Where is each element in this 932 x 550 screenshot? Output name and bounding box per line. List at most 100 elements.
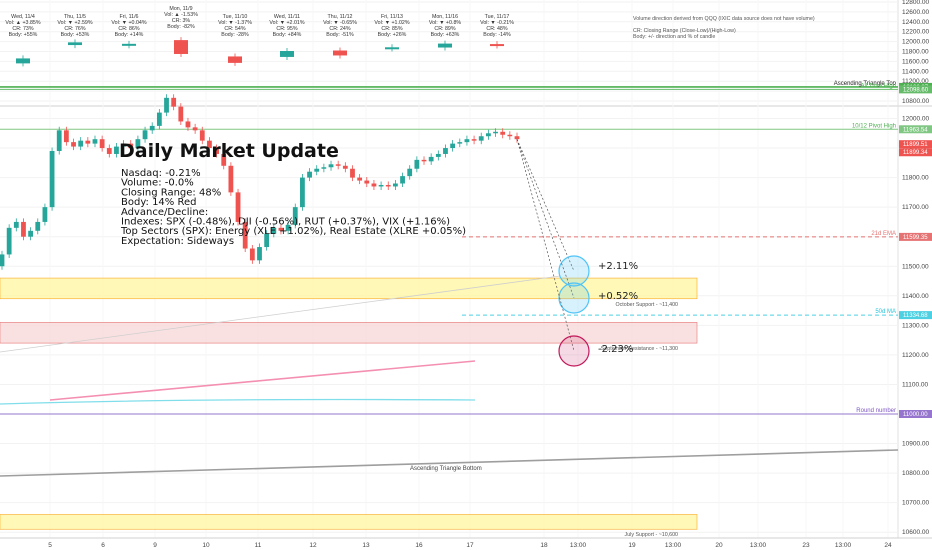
candle-body bbox=[235, 192, 241, 222]
projection-line bbox=[516, 139, 575, 352]
candle-body bbox=[63, 130, 69, 143]
y-tick-upper: 12200.00 bbox=[902, 29, 929, 36]
candle-body bbox=[400, 176, 405, 184]
zone-label: September Resistance - ~11,300 bbox=[601, 346, 678, 352]
daily-stat-body: Body: -51% bbox=[326, 32, 354, 38]
candle-body bbox=[6, 227, 12, 255]
summary-line: Indexes: SPX (-0.48%), DJI (-0.56%), RUT… bbox=[121, 217, 450, 228]
daily-stat-cr: CR: 86% bbox=[118, 26, 139, 32]
daily-candle bbox=[174, 40, 188, 54]
candle-body bbox=[300, 177, 305, 208]
daily-candle bbox=[16, 58, 30, 64]
price-tag-current-text: 11899.51 bbox=[903, 142, 928, 148]
candle-body bbox=[414, 159, 420, 169]
candle-body bbox=[335, 164, 341, 166]
daily-stat-cr: CR: 54% bbox=[224, 26, 245, 32]
candle-body bbox=[178, 106, 184, 122]
daily-stat-vol: Vol: ▼ +0.8% bbox=[429, 20, 461, 26]
zone-support bbox=[0, 514, 698, 530]
zone-label: October Support - ~11,400 bbox=[616, 302, 679, 308]
daily-stat-body: Body: -82% bbox=[167, 24, 195, 30]
x-tick-label: 5 bbox=[48, 542, 52, 549]
daily-stat-body: Body: -28% bbox=[221, 32, 249, 38]
price-tag bbox=[899, 410, 932, 418]
daily-stat-day: Wed, 11/11 bbox=[274, 14, 300, 20]
candle-body bbox=[156, 112, 162, 126]
price-tag-text: 11000.00 bbox=[903, 412, 928, 418]
candle-body bbox=[85, 140, 91, 144]
summary-line: Advance/Decline: bbox=[121, 207, 208, 218]
x-tick-label: 12 bbox=[309, 542, 317, 549]
candle-body bbox=[207, 140, 212, 149]
x-tick-label: 9 bbox=[153, 542, 157, 549]
y-tick-upper: 12000.00 bbox=[902, 39, 929, 46]
candle-body bbox=[307, 171, 312, 178]
candle-body bbox=[428, 156, 434, 162]
candle-body bbox=[128, 143, 134, 149]
daily-stat-cr: CR: 95% bbox=[276, 26, 297, 32]
daily-stat-vol: Vol: ▼ +0.04% bbox=[111, 20, 146, 26]
level-label: 50d MA bbox=[875, 309, 896, 315]
candle-body bbox=[321, 167, 327, 169]
daily-stat-vol: Vol: ▼ +2.01% bbox=[269, 20, 304, 26]
ema-line bbox=[49, 360, 476, 401]
candle-body bbox=[0, 254, 5, 267]
candle-body bbox=[21, 221, 26, 237]
candle-body bbox=[264, 233, 270, 248]
y-tick-lower: 10700.00 bbox=[902, 500, 929, 507]
zone-label: July Support - ~10,600 bbox=[625, 532, 678, 538]
candle-body bbox=[121, 143, 126, 147]
candle-body bbox=[164, 97, 169, 113]
x-tick-label: 16 bbox=[415, 542, 423, 549]
candle-body bbox=[471, 139, 477, 141]
y-tick-lower: 12000.00 bbox=[902, 116, 929, 123]
zone-support bbox=[0, 277, 698, 300]
price-tag-text: 11334.68 bbox=[903, 313, 928, 319]
candle-body bbox=[221, 153, 227, 166]
daily-candle bbox=[490, 44, 504, 47]
candle-body bbox=[478, 136, 484, 141]
candle-body bbox=[364, 180, 370, 184]
y-tick-lower: 11500.00 bbox=[902, 263, 929, 270]
x-tick-label: 10 bbox=[202, 542, 210, 549]
daily-stat-day: Fri, 11/6 bbox=[119, 14, 138, 20]
daily-stat-vol: Vol: ▼ -0.65% bbox=[323, 20, 357, 26]
price-tag bbox=[899, 125, 932, 134]
daily-stat-cr: CR: 89% bbox=[434, 26, 455, 32]
candle-body bbox=[464, 139, 470, 143]
daily-candle bbox=[122, 43, 136, 46]
x-tick-label: 13 bbox=[362, 542, 370, 549]
daily-stat-day: Wed, 11/4 bbox=[11, 14, 35, 20]
y-tick-upper: 11800.00 bbox=[902, 49, 929, 56]
candle-body bbox=[328, 164, 334, 168]
daily-stat-cr: CR: 3% bbox=[172, 18, 191, 24]
chart-title: Daily Market Update bbox=[119, 140, 339, 162]
candle-body bbox=[371, 183, 377, 187]
daily-candle bbox=[228, 56, 242, 63]
price-tag-text: 11963.54 bbox=[903, 127, 928, 133]
candle-body bbox=[192, 127, 198, 131]
daily-stat-vol: Vol: ▼ +1.02% bbox=[374, 20, 409, 26]
x-tick-label: 18 bbox=[540, 542, 548, 549]
candle-body bbox=[271, 227, 277, 234]
level-label: All Time High bbox=[861, 83, 896, 89]
candle-body bbox=[249, 248, 255, 261]
candle-body bbox=[199, 130, 205, 141]
y-tick-lower: 11400.00 bbox=[902, 293, 929, 300]
candle-body bbox=[493, 131, 498, 134]
x-tick-label: 13:00 bbox=[750, 542, 767, 549]
summary-line: Nasdaq: -0.21% bbox=[121, 168, 201, 179]
daily-stat-day: Tue, 11/10 bbox=[223, 14, 248, 20]
candle-body bbox=[435, 153, 441, 157]
candle-body bbox=[507, 134, 513, 137]
candle-body bbox=[92, 139, 98, 144]
daily-stat-day: Fri, 11/13 bbox=[381, 14, 403, 20]
level-label: Round number bbox=[856, 408, 896, 414]
daily-candle bbox=[333, 50, 347, 56]
y-tick-lower: 10900.00 bbox=[902, 441, 929, 448]
candle-body bbox=[114, 146, 119, 154]
summary-line: Top Sectors (SPX): Energy (XLE +1.02%), … bbox=[120, 226, 466, 237]
summary-line: Closing Range: 48% bbox=[121, 187, 221, 198]
daily-stat-cr: CR: 85% bbox=[381, 26, 402, 32]
candle-body bbox=[171, 97, 177, 107]
